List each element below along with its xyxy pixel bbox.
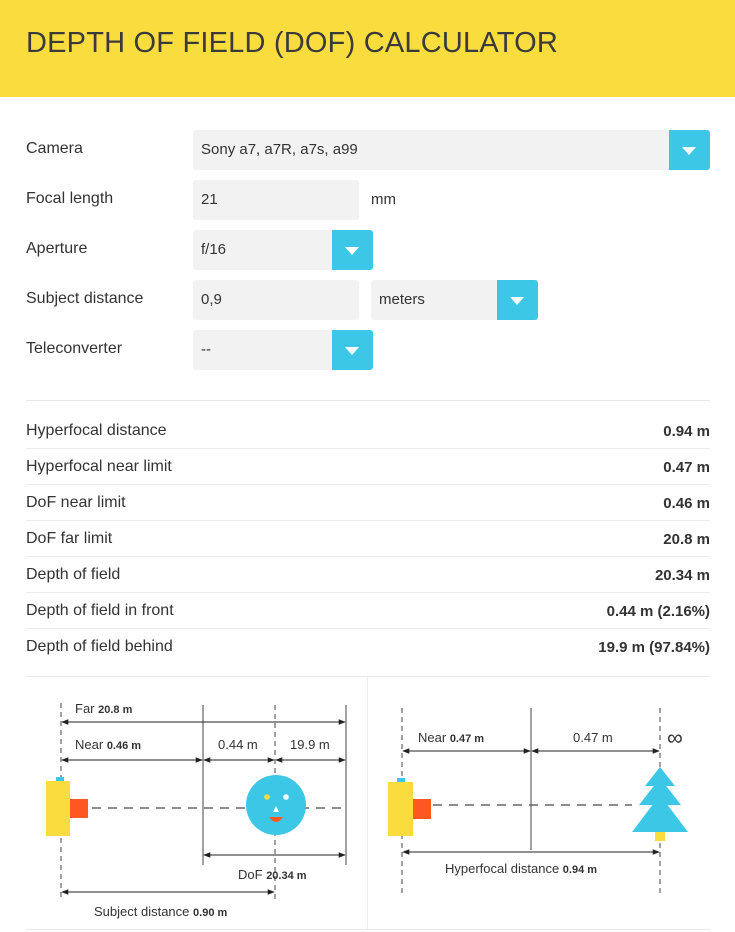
row-divider xyxy=(26,628,710,629)
result-row: Depth of field 20.34 m xyxy=(26,557,710,593)
near-value: 0.47 m xyxy=(450,733,484,745)
teleconverter-label: Teleconverter xyxy=(26,340,123,357)
result-label: Depth of field xyxy=(26,566,121,583)
near-label: Near 0.46 m xyxy=(75,737,141,752)
result-row: DoF far limit 20.8 m xyxy=(26,521,710,557)
dof-diagram: Far 20.8 m Near 0.46 m 0.44 m 19.9 m DoF… xyxy=(46,701,347,919)
result-row: DoF near limit 0.46 m xyxy=(26,485,710,521)
result-row: Depth of field behind 19.9 m (97.84%) xyxy=(26,629,710,665)
result-label: Hyperfocal distance xyxy=(26,422,167,439)
result-value: 20.34 m xyxy=(654,567,710,584)
row-divider xyxy=(26,448,710,449)
dof-value: 20.34 m xyxy=(266,870,307,882)
camera-body-icon xyxy=(388,782,413,836)
row-divider xyxy=(26,592,710,593)
front-value: 0.44 m xyxy=(218,737,258,752)
result-value: 0.46 m xyxy=(663,495,710,512)
focal-length-input[interactable]: 21 xyxy=(193,180,359,220)
behind-value: 19.9 m xyxy=(290,737,330,752)
result-row: Depth of field in front 0.44 m (2.16%) xyxy=(26,593,710,629)
subject-distance-caption: Subject distance 0.90 m xyxy=(94,904,227,919)
result-label: Depth of field behind xyxy=(26,638,173,655)
focal-length-row: Focal length 21 mm xyxy=(0,180,735,220)
distance-unit-value: meters xyxy=(379,291,425,308)
result-label: DoF near limit xyxy=(26,494,126,511)
camera-label: Camera xyxy=(26,140,83,157)
aperture-row: Aperture f/16 xyxy=(0,230,735,270)
camera-select[interactable]: Sony a7, a7R, a7s, a99 xyxy=(193,130,710,170)
focal-length-value: 21 xyxy=(201,191,218,208)
camera-dropdown-button[interactable] xyxy=(669,130,710,170)
subject-distance-value: 0,9 xyxy=(201,291,222,308)
far-value: 20.8 m xyxy=(98,704,132,716)
chevron-down-icon xyxy=(510,297,524,305)
camera-body-icon xyxy=(46,781,70,836)
focal-length-unit: mm xyxy=(371,191,396,208)
half-value: 0.47 m xyxy=(573,730,613,745)
section-divider xyxy=(26,400,710,401)
subject-distance-row: Subject distance 0,9 meters xyxy=(0,280,735,320)
tree-icon xyxy=(632,767,688,841)
page-title: DEPTH OF FIELD (DOF) CALCULATOR xyxy=(26,27,559,59)
teleconverter-dropdown-button[interactable] xyxy=(332,330,373,370)
result-value: 0.47 m xyxy=(663,459,710,476)
hyperfocal-caption: Hyperfocal distance 0.94 m xyxy=(445,861,597,876)
result-label: DoF far limit xyxy=(26,530,113,547)
row-divider xyxy=(26,520,710,521)
far-label: Far 20.8 m xyxy=(75,701,133,716)
near-value: 0.46 m xyxy=(107,740,141,752)
chevron-down-icon xyxy=(345,347,359,355)
hyperfocal-diagram: Near 0.47 m 0.47 m ∞ Hyperfocal distance… xyxy=(388,708,688,895)
result-label: Hyperfocal near limit xyxy=(26,458,172,475)
near-label: Near 0.47 m xyxy=(418,730,484,745)
dof-label: DoF 20.34 m xyxy=(238,867,307,882)
teleconverter-value: -- xyxy=(201,341,211,358)
teleconverter-select[interactable]: -- xyxy=(193,330,373,370)
infinity-icon: ∞ xyxy=(667,725,683,750)
section-divider xyxy=(26,929,710,930)
result-row: Hyperfocal distance 0.94 m xyxy=(26,413,710,449)
distance-unit-dropdown-button[interactable] xyxy=(497,280,538,320)
result-value: 0.94 m xyxy=(663,423,710,440)
aperture-select[interactable]: f/16 xyxy=(193,230,373,270)
result-value: 0.44 m (2.16%) xyxy=(606,603,710,620)
aperture-dropdown-button[interactable] xyxy=(332,230,373,270)
camera-top-icon xyxy=(56,777,64,781)
result-value: 20.8 m xyxy=(663,531,710,548)
focal-length-label: Focal length xyxy=(26,190,114,207)
chevron-down-icon xyxy=(345,247,359,255)
result-label: Depth of field in front xyxy=(26,602,174,619)
camera-lens-icon xyxy=(70,799,88,818)
page-header: DEPTH OF FIELD (DOF) CALCULATOR xyxy=(0,0,735,97)
face-icon xyxy=(246,775,306,835)
aperture-label: Aperture xyxy=(26,240,88,257)
result-value: 19.9 m (97.84%) xyxy=(598,639,710,656)
teleconverter-row: Teleconverter -- xyxy=(0,330,735,370)
camera-lens-icon xyxy=(413,799,431,819)
subject-distance-caption-value: 0.90 m xyxy=(193,907,227,919)
subject-distance-label: Subject distance xyxy=(26,290,144,307)
row-divider xyxy=(26,484,710,485)
subject-distance-input[interactable]: 0,9 xyxy=(193,280,359,320)
camera-value: Sony a7, a7R, a7s, a99 xyxy=(201,141,358,158)
row-divider xyxy=(26,556,710,557)
chevron-down-icon xyxy=(682,147,696,155)
distance-unit-select[interactable]: meters xyxy=(371,280,538,320)
camera-row: Camera Sony a7, a7R, a7s, a99 xyxy=(0,130,735,170)
camera-top-icon xyxy=(397,778,405,782)
hyperfocal-caption-value: 0.94 m xyxy=(563,864,597,876)
section-divider xyxy=(26,676,710,677)
aperture-value: f/16 xyxy=(201,241,227,258)
result-row: Hyperfocal near limit 0.47 m xyxy=(26,449,710,485)
diagram-separator xyxy=(367,677,368,930)
